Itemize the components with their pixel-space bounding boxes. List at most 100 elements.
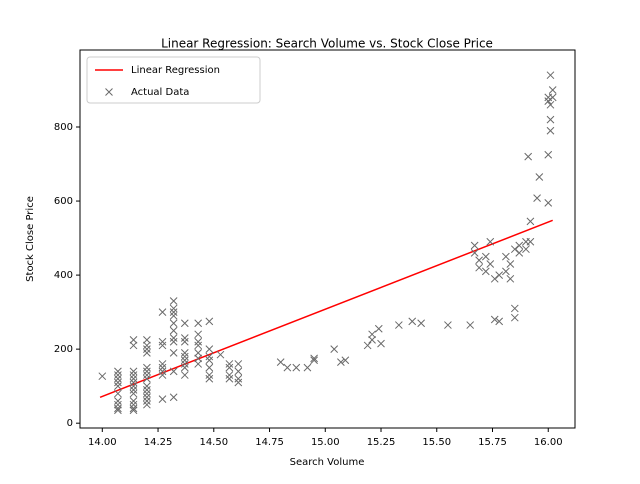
data-point [374,324,383,333]
data-point [502,252,510,261]
data-point [114,378,122,387]
data-point [114,397,122,405]
data-point [330,345,339,353]
data-point [158,337,167,346]
data-point [169,393,178,402]
data-point [129,378,138,387]
data-point [481,252,490,261]
data-point [544,199,553,207]
data-point [180,319,189,328]
data-point [129,341,138,350]
data-point [303,363,312,372]
data-point [225,371,234,379]
data-point [526,217,535,226]
data-point [129,386,138,394]
data-point [368,330,376,339]
data-point [143,363,151,372]
data-point [169,334,178,342]
x-tick-label: 15.00 [311,437,340,448]
y-tick-label: 400 [54,270,73,281]
data-point [158,367,167,376]
data-point [158,395,167,403]
y-tick-label: 200 [54,344,73,355]
plot-frame [79,49,576,429]
data-point [194,348,203,357]
data-point [129,367,138,376]
data-point [194,341,203,350]
data-point [205,363,214,372]
data-point [98,372,107,381]
data-point [341,356,350,365]
data-point [114,367,122,376]
data-point [546,126,555,135]
data-point [515,249,524,257]
chart-title: Linear Regression: Search Volume vs. Sto… [161,37,493,51]
data-point [377,339,385,348]
data-point [546,115,555,124]
data-point [470,249,479,257]
data-point [510,245,519,254]
data-point [522,245,530,254]
data-point [143,389,151,398]
x-tick-label: 14.50 [199,437,228,448]
data-point [169,304,178,313]
data-point [205,371,214,379]
data-point [169,311,178,320]
x-tick-label: 15.25 [367,437,396,448]
data-point [114,382,122,391]
data-point [129,374,138,383]
data-point [481,267,490,276]
data-point [535,173,544,181]
data-point [143,336,151,344]
legend-label: Actual Data [131,87,189,98]
data-point [169,326,178,335]
data-point [169,319,178,328]
data-point [506,274,515,283]
data-point [114,406,122,415]
data-point [180,371,189,379]
data-point [444,321,452,329]
data-point [526,237,535,246]
data-point [114,400,122,409]
data-point [490,274,499,283]
data-point [225,374,234,383]
data-point [180,352,189,361]
data-point [169,308,178,316]
data-point [510,313,519,322]
data-point [194,319,203,328]
data-point [114,371,122,379]
data-point [495,271,504,279]
data-point [502,267,510,276]
data-point [310,354,318,363]
x-axis-label: Search Volume [290,457,365,468]
data-point [470,241,479,250]
x-tick-label: 15.50 [422,437,451,448]
data-point [292,363,301,372]
y-tick-label: 600 [54,196,73,207]
data-point [310,356,318,365]
data-point [194,330,203,339]
data-point [158,308,167,316]
data-point [169,297,178,305]
data-point [506,260,515,268]
data-point [216,350,225,359]
data-point [234,367,243,376]
data-point [129,400,138,409]
data-point [180,360,189,368]
data-point [143,400,151,409]
data-point [486,260,495,268]
data-point [408,317,417,326]
data-point [548,93,557,102]
data-point [114,389,122,398]
x-tick-label: 14.25 [144,437,173,448]
data-point [363,341,372,350]
data-point [546,100,555,109]
data-point [180,337,189,346]
data-point [158,363,167,372]
y-tick-label: 800 [54,122,73,133]
data-point [524,152,533,161]
data-point [337,358,345,366]
x-tick-label: 14.75 [255,437,284,448]
data-point [180,348,189,357]
